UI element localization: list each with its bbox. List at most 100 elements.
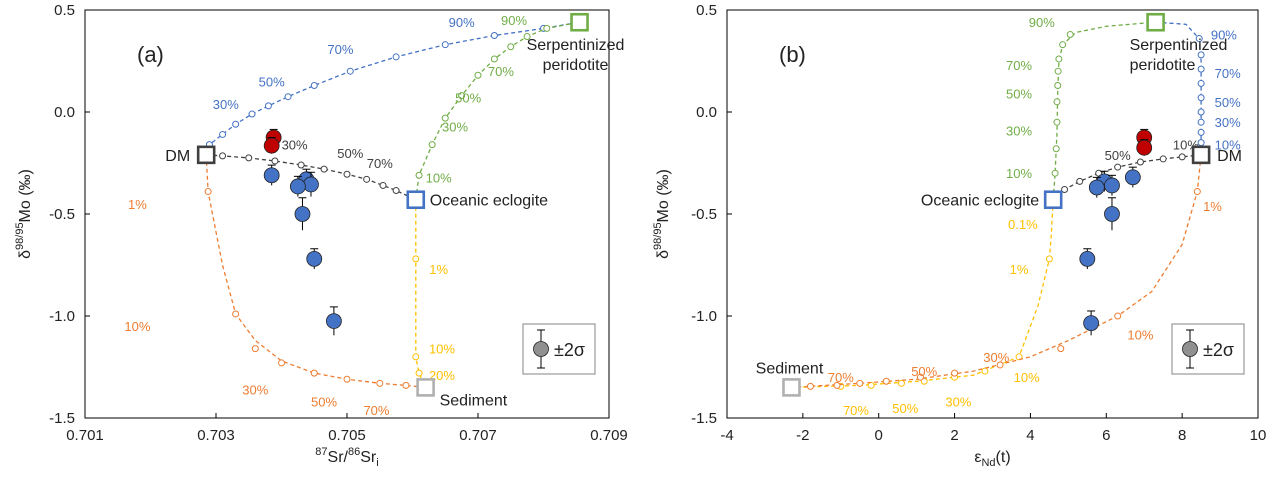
mixing-marker: [1114, 312, 1122, 320]
mixing-marker: [856, 379, 864, 387]
curve-label: 70%: [1006, 58, 1032, 73]
mixing-marker: [219, 152, 227, 160]
curve-label: 10%: [1127, 327, 1153, 342]
curve-label: 50%: [259, 74, 285, 89]
endmember-label: Serpentinized: [527, 37, 625, 54]
mixing-marker: [310, 81, 318, 89]
sample-point: [325, 313, 342, 330]
mixing-line: [206, 154, 417, 201]
mixing-marker: [1054, 81, 1062, 89]
curve-label: 50%: [1006, 87, 1032, 102]
error-legend-label: ±2σ: [1203, 340, 1234, 360]
mixing-marker: [833, 381, 841, 389]
endmember-square: [406, 190, 426, 210]
endmember-label: Sediment: [756, 360, 824, 377]
endmember-label-line2: peridotite: [1130, 57, 1196, 74]
endmember-label: Oceanic eclogite: [921, 193, 1039, 210]
mixing-marker: [1114, 163, 1122, 171]
curve-label: 70%: [327, 42, 353, 57]
mixing-marker: [441, 41, 449, 49]
mixing-marker: [1076, 177, 1084, 185]
x-label-main: Sr/: [328, 449, 349, 466]
y-tick-label: 0.0: [54, 104, 75, 121]
error-legend-label: ±2σ: [554, 340, 585, 360]
mixing-marker: [219, 130, 227, 138]
sample-point: [263, 167, 280, 184]
sample-point: [1079, 250, 1096, 267]
mixing-line: [205, 154, 426, 389]
curve-label: 50%: [311, 395, 337, 410]
curve-label: 90%: [449, 15, 475, 30]
mixing-marker: [1197, 128, 1205, 136]
x-axis-label: εNd(t): [974, 449, 1010, 469]
x-tick-label: -4: [720, 427, 733, 444]
sample-point: [306, 250, 323, 267]
panel-a: 0.5 0.0 -0.5 -1.0 -1.50.701 0.703 0.705 0.707 0.…: [14, 2, 628, 469]
mixing-marker: [981, 367, 989, 375]
curve-label: 50%: [1105, 148, 1131, 163]
curve-label: 1%: [128, 197, 147, 212]
x-tick-label: 0: [875, 427, 883, 444]
mixing-marker: [412, 353, 420, 361]
mixing-marker: [1066, 30, 1074, 38]
error-legend-marker: [533, 341, 549, 357]
sample-point: [1104, 177, 1120, 194]
mixing-marker: [232, 310, 240, 318]
endmember-square: [1191, 145, 1211, 165]
y-label-main: Mo (‰): [17, 169, 34, 222]
mixing-marker: [1055, 55, 1063, 63]
mixing-marker: [412, 255, 420, 263]
mixing-marker: [251, 345, 259, 353]
mixing-marker: [248, 110, 256, 118]
y-tick-label: 0.5: [54, 2, 75, 19]
x-label-sup2: 86: [348, 446, 360, 458]
curve-label: 10%: [1215, 138, 1241, 153]
mixing-marker: [1197, 139, 1205, 147]
mixing-marker: [1045, 255, 1053, 263]
mixing-marker: [392, 187, 400, 195]
sample-point: [1088, 179, 1105, 196]
mixing-marker: [916, 373, 924, 381]
curve-label: 70%: [363, 403, 389, 418]
mixing-marker: [1053, 98, 1061, 106]
endmember-square: [1146, 12, 1165, 32]
mixing-marker: [1052, 145, 1060, 153]
x-tick-label: 10: [1250, 427, 1267, 444]
mixing-marker: [490, 32, 498, 39]
mixing-marker: [343, 170, 351, 178]
mixing-marker: [363, 175, 371, 183]
curve-label: 1%: [1203, 199, 1222, 214]
curve-label: 50%: [1215, 95, 1241, 110]
curve-label: 70%: [367, 156, 393, 171]
curve-label: 90%: [501, 13, 527, 28]
x-tick-label: 0.705: [328, 427, 366, 444]
mixing-marker: [543, 24, 551, 32]
mixing-line: [1155, 21, 1202, 155]
x-tick-label: 0.703: [197, 427, 235, 444]
y-tick-label: -0.5: [691, 206, 717, 223]
mixing-marker: [882, 377, 890, 385]
mixing-marker: [402, 381, 410, 389]
y-tick-label: -1.5: [49, 410, 75, 427]
mixing-marker: [415, 171, 423, 179]
mixing-marker: [1053, 118, 1061, 126]
mixing-marker: [1051, 169, 1059, 177]
mixing-marker: [1197, 79, 1205, 87]
curve-label: 10%: [1014, 370, 1040, 385]
curve-label: 30%: [1006, 123, 1032, 138]
curve-label: 10%: [426, 170, 452, 185]
y-axis-label: δ98/95Mo (‰): [652, 169, 672, 259]
mixing-marker: [379, 181, 387, 189]
y-label-main: Mo (‰): [655, 169, 672, 222]
endmember-square: [570, 12, 589, 32]
sample-point: [1124, 169, 1141, 186]
panel-label: (b): [779, 42, 806, 67]
sample-point: [1136, 139, 1153, 156]
curve-label: 30%: [945, 395, 971, 410]
mixing-marker: [1197, 51, 1205, 59]
sample-point: [1083, 315, 1100, 332]
mixing-line: [791, 154, 1202, 389]
mixing-marker: [523, 33, 531, 41]
mixing-marker: [1061, 186, 1069, 194]
x-tick-label: 0.701: [66, 427, 104, 444]
